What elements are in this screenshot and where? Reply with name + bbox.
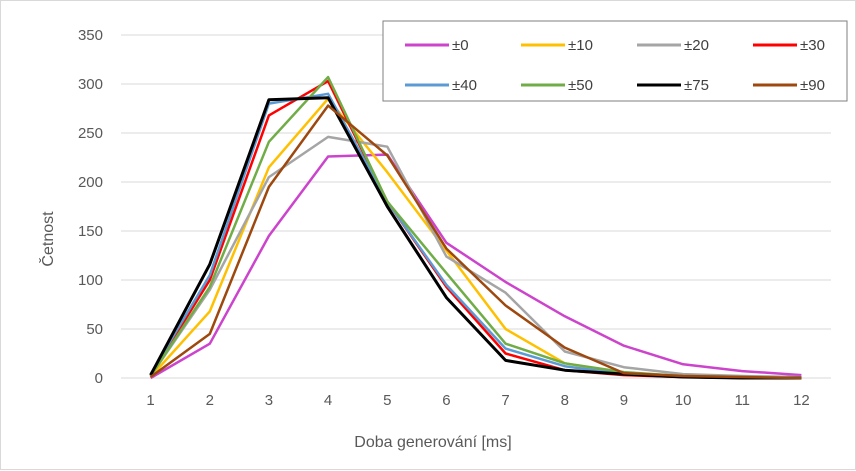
y-tick-labels: 0 50 100 150 200 250 300 350 <box>78 27 103 387</box>
y-axis-title: Četnost <box>38 211 57 267</box>
legend-entry: ±30 <box>800 37 825 54</box>
y-tick-label: 50 <box>86 321 103 338</box>
x-tick-label: 3 <box>265 392 273 409</box>
y-tick-label: 350 <box>78 27 103 44</box>
x-tick-label: 11 <box>734 392 750 409</box>
legend-entry: ±75 <box>684 77 709 94</box>
series-line <box>149 135 802 379</box>
series-lines <box>149 75 802 380</box>
x-tick-labels: 1 2 3 4 5 6 7 8 9 10 11 12 <box>146 392 809 409</box>
x-tick-label: 4 <box>324 392 332 409</box>
x-axis-title: Doba generování [ms] <box>354 434 511 451</box>
legend-entry: ±20 <box>684 37 709 54</box>
y-tick-label: 100 <box>78 272 103 289</box>
series-line <box>149 153 802 380</box>
y-tick-label: 200 <box>78 174 103 191</box>
legend-entry: ±10 <box>568 37 593 54</box>
series-line <box>149 75 802 380</box>
x-tick-label: 5 <box>383 392 391 409</box>
legend-entry: ±40 <box>452 77 477 94</box>
x-tick-label: 9 <box>620 392 628 409</box>
y-tick-label: 250 <box>78 125 103 142</box>
x-tick-label: 12 <box>793 392 810 409</box>
x-tick-label: 2 <box>206 392 214 409</box>
legend-entry: ±50 <box>568 77 593 94</box>
series-line <box>149 79 802 380</box>
y-tick-label: 300 <box>78 76 103 93</box>
legend: ±0 ±10 ±20 ±30 ±40 ±50 ±75 ±90 <box>382 20 848 102</box>
y-tick-label: 0 <box>95 370 103 387</box>
x-tick-label: 10 <box>675 392 692 409</box>
x-tick-label: 8 <box>561 392 569 409</box>
legend-entry: ±90 <box>800 77 825 94</box>
legend-box <box>382 20 848 102</box>
x-tick-label: 6 <box>442 392 450 409</box>
x-tick-label: 1 <box>146 392 154 409</box>
legend-entry: ±0 <box>452 37 469 54</box>
series-line <box>149 104 802 380</box>
y-tick-label: 150 <box>78 223 103 240</box>
x-tick-label: 7 <box>501 392 509 409</box>
